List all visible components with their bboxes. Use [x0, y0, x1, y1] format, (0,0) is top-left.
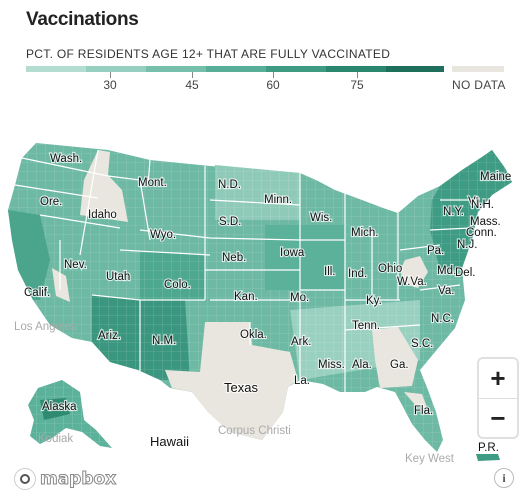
us-choropleth-map[interactable]: Wash. Ore. Idaho Mont. Wyo. Nev. Utah Ca… [0, 110, 528, 500]
state-label-ma: Mass. [470, 216, 501, 228]
state-label-tx: Texas [224, 380, 258, 395]
state-label-nj: N.J. [457, 239, 477, 251]
legend-caption: PCT. OF RESIDENTS AGE 12+ THAT ARE FULLY… [26, 47, 391, 61]
no-data-georgia [372, 327, 418, 388]
state-label-ar: Ark. [291, 336, 311, 348]
no-data-nevada-patch [52, 268, 70, 302]
state-label-ia: Iowa [280, 247, 305, 259]
alaska-dark-region [40, 398, 70, 420]
state-label-la: La. [294, 375, 310, 387]
state-label-al: Ala. [352, 359, 372, 371]
legend-tick [192, 72, 193, 78]
legend-tick [357, 72, 358, 78]
state-label-nm: N.M. [152, 335, 176, 347]
legend-tick-label: 60 [266, 78, 280, 92]
no-data-texas [165, 322, 298, 440]
state-label-ny: N.Y. [443, 206, 464, 218]
state-label-mn: Minn. [264, 194, 292, 206]
state-label-nh: N.H. [471, 199, 494, 211]
state-label-mt: Mont. [138, 177, 167, 189]
mapbox-logo-icon [14, 468, 36, 490]
state-label-id: Idaho [88, 209, 117, 221]
state-label-ak: Alaska [42, 401, 77, 413]
state-borders [14, 149, 478, 392]
state-label-vt: Vt. [468, 196, 482, 208]
state-label-hi: Hawaii [150, 434, 189, 449]
legend-tick-label: 30 [103, 78, 117, 92]
state-label-mi: Mich. [351, 227, 378, 239]
state-label-me: Maine [480, 171, 511, 183]
state-label-ks: Kan. [234, 291, 258, 303]
state-label-wi: Wis. [310, 212, 332, 224]
legend-no-data-swatch [452, 66, 504, 72]
legend-tick [273, 72, 274, 78]
state-label-pa: Pa. [427, 245, 444, 257]
legend-tick-label: 45 [185, 78, 199, 92]
state-label-az: Ariz. [98, 330, 121, 342]
zoom-control: + − [479, 359, 517, 437]
state-label-md: Md. [437, 265, 456, 277]
legend-tick-label: 75 [350, 78, 364, 92]
city-label-corpus-christi: Corpus Christi [218, 425, 291, 437]
city-label-kodiak: Kodiak [38, 433, 73, 445]
map-title: Vaccinations [26, 9, 139, 30]
state-label-wy: Wyo. [150, 229, 176, 241]
state-label-co: Colo. [164, 279, 191, 291]
state-label-sc: S.C. [411, 338, 433, 350]
state-label-wa: Wash. [50, 153, 82, 165]
legend-tick [110, 72, 111, 78]
state-label-mo: Mo. [290, 292, 309, 304]
state-label-ky: Ky. [366, 295, 382, 307]
state-label-de: Del. [455, 267, 475, 279]
state-label-ct: Conn. [466, 227, 497, 239]
zoom-out-button[interactable]: − [490, 403, 506, 433]
state-label-nc: N.C. [431, 313, 454, 325]
state-label-il: Ill. [324, 266, 336, 278]
legend-no-data-label: NO DATA [452, 78, 506, 92]
state-label-ga: Ga. [390, 359, 409, 371]
state-label-wv: W.Va. [397, 276, 427, 288]
state-label-sd: S.D. [219, 216, 241, 228]
dark-region-pacific [8, 210, 50, 300]
no-data-idaho [80, 150, 128, 222]
state-label-fl: Fla. [414, 405, 433, 417]
state-label-tn: Tenn. [352, 320, 380, 332]
state-label-oh: Ohio [378, 263, 402, 275]
no-data-west-virginia [400, 256, 428, 288]
state-label-in: Ind. [348, 268, 367, 280]
state-label-va: Va. [438, 285, 454, 297]
city-label-los-angeles: Los Angeles [14, 321, 77, 333]
state-label-or: Ore. [40, 196, 62, 208]
puerto-rico-shape [476, 454, 500, 461]
state-label-ok: Okla. [240, 329, 267, 341]
mapbox-logo-text: mapbox [39, 469, 117, 490]
state-label-ne: Neb. [222, 252, 246, 264]
state-label-ut: Utah [106, 271, 130, 283]
state-label-ms: Miss. [318, 359, 345, 371]
dark-region-midwest [265, 225, 345, 290]
state-label-nd: N.D. [218, 179, 241, 191]
legend-color-bar [26, 66, 444, 72]
state-label-nv: Nev. [64, 259, 87, 271]
zoom-divider [479, 398, 517, 399]
state-label-ca: Calif. [24, 287, 50, 299]
no-data-florida-patch [404, 392, 428, 410]
mapbox-logo[interactable]: mapbox [14, 468, 117, 490]
info-icon[interactable]: i [494, 468, 514, 488]
zoom-in-button[interactable]: + [490, 363, 506, 393]
state-label-pr: P.R. [478, 442, 499, 454]
city-label-key-west: Key West [405, 453, 455, 465]
